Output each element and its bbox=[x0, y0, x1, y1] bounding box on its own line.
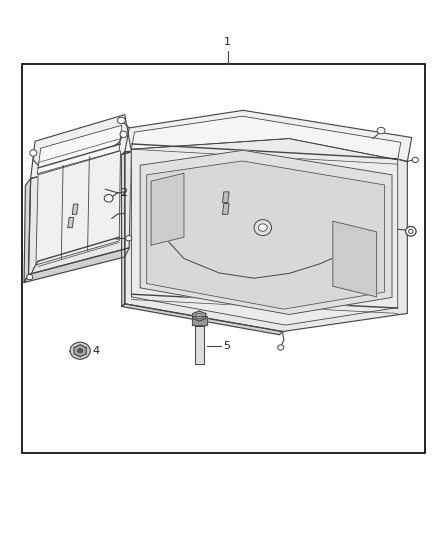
Polygon shape bbox=[36, 151, 120, 265]
Ellipse shape bbox=[117, 117, 125, 124]
Text: 1: 1 bbox=[224, 37, 231, 47]
Text: 4: 4 bbox=[92, 346, 99, 356]
Polygon shape bbox=[72, 204, 78, 214]
Polygon shape bbox=[68, 217, 74, 228]
Ellipse shape bbox=[278, 345, 284, 350]
Ellipse shape bbox=[195, 313, 203, 319]
Polygon shape bbox=[195, 326, 204, 364]
Ellipse shape bbox=[377, 127, 385, 134]
Ellipse shape bbox=[409, 229, 413, 233]
Polygon shape bbox=[140, 150, 392, 314]
Ellipse shape bbox=[104, 195, 113, 202]
Polygon shape bbox=[333, 221, 377, 297]
Bar bbox=[22, 64, 425, 453]
Polygon shape bbox=[28, 152, 131, 274]
Polygon shape bbox=[74, 345, 86, 357]
Polygon shape bbox=[24, 179, 31, 282]
Polygon shape bbox=[192, 316, 207, 325]
Ellipse shape bbox=[27, 274, 33, 280]
Ellipse shape bbox=[120, 131, 127, 138]
Ellipse shape bbox=[126, 236, 132, 241]
Polygon shape bbox=[131, 116, 401, 160]
Ellipse shape bbox=[254, 220, 272, 236]
Polygon shape bbox=[223, 204, 229, 214]
Ellipse shape bbox=[412, 157, 418, 163]
Polygon shape bbox=[125, 134, 407, 332]
Text: 2: 2 bbox=[120, 188, 127, 198]
Polygon shape bbox=[223, 192, 229, 203]
Polygon shape bbox=[121, 152, 125, 306]
Text: 5: 5 bbox=[223, 342, 230, 351]
Polygon shape bbox=[24, 248, 129, 282]
Ellipse shape bbox=[78, 349, 83, 353]
Ellipse shape bbox=[258, 224, 267, 231]
Text: 3: 3 bbox=[311, 171, 318, 181]
Ellipse shape bbox=[406, 227, 416, 236]
Polygon shape bbox=[122, 304, 283, 335]
Polygon shape bbox=[131, 139, 398, 325]
Polygon shape bbox=[147, 161, 385, 309]
Polygon shape bbox=[151, 173, 184, 245]
Polygon shape bbox=[37, 125, 122, 174]
Ellipse shape bbox=[30, 150, 37, 156]
Polygon shape bbox=[31, 115, 131, 179]
Polygon shape bbox=[193, 311, 206, 321]
Polygon shape bbox=[125, 110, 412, 161]
Ellipse shape bbox=[70, 342, 90, 359]
